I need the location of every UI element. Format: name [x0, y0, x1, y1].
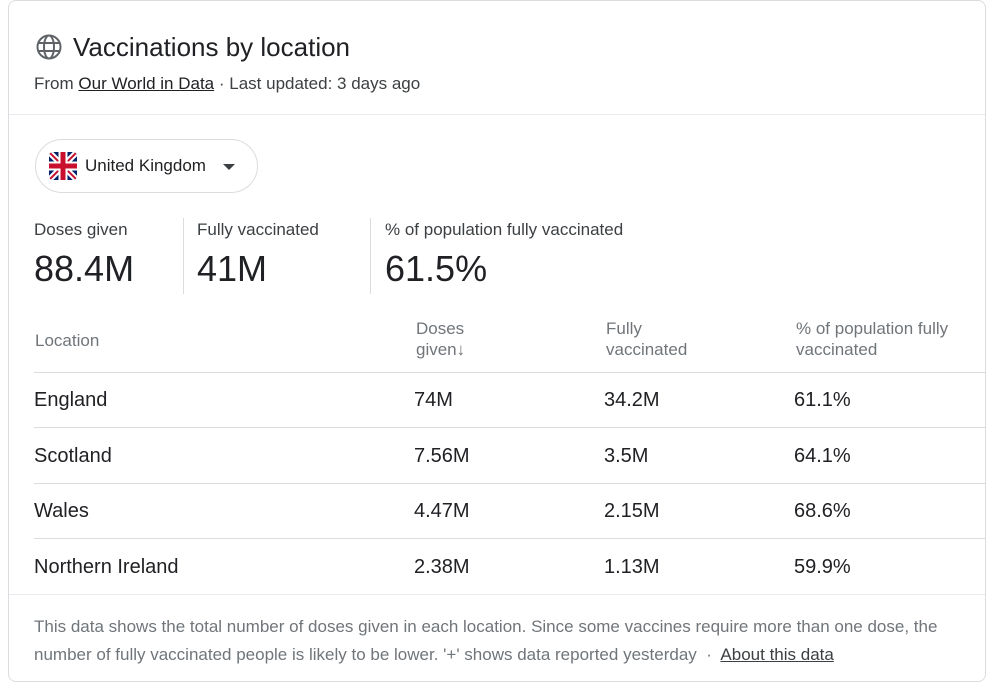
- cell-percent: 68.6%: [794, 500, 851, 522]
- location-selector[interactable]: United Kingdom: [35, 139, 258, 193]
- cell-location: Scotland: [34, 445, 112, 467]
- selected-location: United Kingdom: [85, 156, 206, 175]
- cell-percent: 59.9%: [794, 556, 851, 578]
- stat-divider: [370, 218, 371, 294]
- column-header-doses-given[interactable]: Doses given↓: [416, 319, 466, 359]
- cell-fully: 34.2M: [604, 389, 660, 411]
- cell-doses: 7.56M: [414, 445, 470, 467]
- footer-divider: [9, 594, 985, 595]
- row-divider: [34, 372, 985, 373]
- cell-fully: 2.15M: [604, 500, 660, 522]
- cell-location: Wales: [34, 500, 89, 522]
- cell-percent: 64.1%: [794, 445, 851, 467]
- row-divider: [34, 427, 985, 428]
- card-header: Vaccinations by location From Our World …: [9, 1, 985, 115]
- source-line: From Our World in Data · Last updated: 3…: [34, 74, 420, 94]
- cell-location: Northern Ireland: [34, 556, 179, 578]
- card-title: Vaccinations by location: [73, 32, 351, 62]
- footer-text: This data shows the total number of dose…: [34, 617, 938, 664]
- column-header-location[interactable]: Location: [35, 331, 100, 350]
- cell-fully: 1.13M: [604, 556, 660, 578]
- row-divider: [34, 483, 985, 484]
- footer-separator: ·: [706, 645, 712, 664]
- cell-doses: 74M: [414, 389, 453, 411]
- globe-icon: [36, 34, 62, 60]
- stat-value: 61.5%: [385, 248, 488, 289]
- cell-location: England: [34, 389, 108, 411]
- cell-percent: 61.1%: [794, 389, 851, 411]
- uk-flag-icon: [49, 152, 77, 180]
- source-link[interactable]: Our World in Data: [78, 74, 215, 93]
- column-header-percent-vaccinated[interactable]: % of population fully vaccinated: [796, 319, 949, 359]
- stat-value: 88.4M: [34, 248, 135, 289]
- source-prefix: From: [34, 74, 74, 93]
- column-header-fully-vaccinated[interactable]: Fully vaccinated: [606, 319, 688, 359]
- dropdown-caret-icon: [223, 164, 235, 170]
- stat-label: % of population fully vaccinated: [385, 220, 624, 239]
- stat-label: Fully vaccinated: [197, 220, 319, 239]
- cell-doses: 2.38M: [414, 556, 470, 578]
- footer-note: This data shows the total number of dose…: [34, 613, 974, 669]
- stat-label: Doses given: [34, 220, 128, 239]
- row-divider: [34, 538, 985, 539]
- stat-divider: [183, 218, 184, 294]
- about-this-data-link[interactable]: About this data: [720, 645, 834, 664]
- vaccinations-card: Vaccinations by location From Our World …: [8, 0, 986, 682]
- stat-value: 41M: [197, 248, 268, 289]
- cell-doses: 4.47M: [414, 500, 470, 522]
- last-updated: · Last updated: 3 days ago: [218, 74, 421, 93]
- cell-fully: 3.5M: [604, 445, 649, 467]
